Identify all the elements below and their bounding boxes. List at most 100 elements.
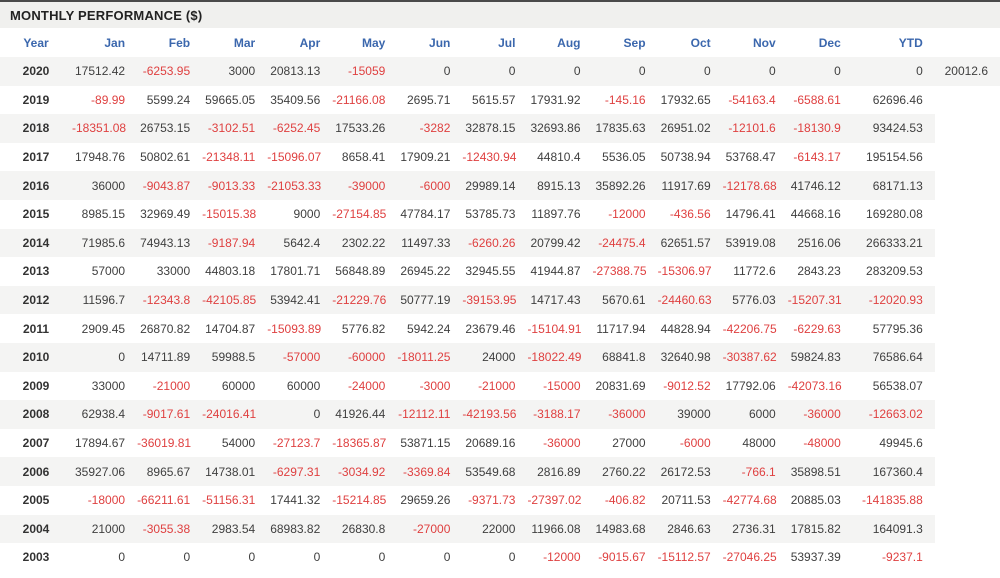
value-cell: 22000 (482, 521, 516, 536)
value-cell: -42206.75 (722, 321, 777, 336)
value-cell: 59665.05 (205, 92, 256, 107)
value-cell: 53768.47 (725, 150, 776, 165)
value-cell: 20885.03 (790, 493, 841, 508)
year-cell: 2016 (22, 178, 50, 193)
value-cell: 3000 (228, 64, 256, 79)
value-cell: -57000 (282, 350, 321, 365)
value-cell: 2909.45 (81, 321, 126, 336)
year-cell: 2018 (22, 121, 50, 136)
value-cell: -48000 (803, 436, 841, 451)
value-cell: -3188.17 (533, 407, 581, 422)
value-cell: 8985.15 (81, 207, 126, 222)
value-cell: 32878.15 (465, 121, 516, 136)
table-row: 2006 35927.06 8965.67 14738.01 -6297.31 -3034… (0, 457, 1000, 486)
column-header-jun: Jun (429, 35, 451, 50)
value-cell: -54163.4 (728, 92, 776, 107)
value-cell: -21000 (478, 378, 516, 393)
value-cell: 195154.56 (866, 150, 923, 165)
year-cell: 2010 (22, 350, 50, 365)
value-cell: 54000 (221, 436, 256, 451)
value-cell: -36000 (803, 407, 841, 422)
value-cell: 14717.43 (530, 293, 581, 308)
value-cell: 20813.13 (270, 64, 321, 79)
page-title: MONTHLY PERFORMANCE ($) (0, 0, 1000, 28)
value-cell: -60000 (347, 350, 386, 365)
value-cell: 11772.6 (733, 264, 776, 279)
value-cell: 0 (703, 64, 711, 79)
value-cell: -18351.08 (72, 121, 127, 136)
value-cell: 17533.26 (335, 121, 386, 136)
column-header-nov: Nov (753, 35, 776, 50)
column-header-year: Year (23, 35, 49, 50)
value-cell: -21229.76 (332, 293, 387, 308)
value-cell: -3102.51 (207, 121, 256, 136)
value-cell: -42105.85 (202, 293, 257, 308)
value-cell: -12020.93 (868, 293, 923, 308)
value-cell: -21348.11 (202, 150, 256, 165)
value-cell: 53785.73 (465, 207, 516, 222)
value-cell: 266333.21 (866, 235, 923, 250)
value-cell: 20711.53 (661, 493, 711, 508)
value-cell: 8915.13 (537, 178, 581, 193)
value-cell: 5776.03 (732, 293, 776, 308)
value-cell: 2695.71 (406, 92, 451, 107)
table-row: 2009 33000 -21000 60000 60000 -24000 -3000 -210… (0, 371, 1000, 401)
table-row: 2008 62938.4 -9017.61 -24016.41 0 41926.44 -12… (0, 400, 1000, 429)
value-cell: 50777.19 (400, 293, 451, 308)
value-cell: -27397.02 (527, 493, 582, 508)
value-cell: 167360.4 (872, 464, 923, 479)
value-cell: -66211.61 (137, 493, 191, 508)
value-cell: 17932.65 (660, 92, 711, 107)
value-cell: 60000 (286, 378, 321, 393)
value-cell: -3282 (419, 121, 451, 136)
value-cell: 35892.26 (595, 178, 646, 193)
value-cell: 17931.92 (530, 92, 581, 107)
value-cell: 5599.24 (146, 92, 191, 107)
value-cell: 32693.86 (530, 121, 581, 136)
value-cell: 0 (378, 550, 386, 565)
value-cell: 29989.14 (465, 178, 516, 193)
value-cell: -6588.61 (793, 92, 841, 107)
value-cell: 5776.82 (341, 321, 386, 336)
value-cell: -9043.87 (142, 178, 191, 193)
value-cell: -12000 (543, 550, 581, 565)
value-cell: -24016.41 (202, 407, 257, 422)
table-row: 2003 0 0 0 0 0 0 0 -12000 -9015.67 -15112.57 -27046… (0, 543, 1000, 572)
value-cell: -141835.88 (862, 493, 923, 508)
table-row: 2013 57000 33000 44803.18 17801.71 56848.89 26… (0, 257, 1000, 286)
value-cell: -27388.75 (592, 264, 647, 279)
value-cell: -21166.08 (332, 92, 386, 107)
monthly-performance-table: Year Jan Feb Mar Apr May Jun Jul Aug Sep Oct Nov Dec… (0, 28, 1000, 572)
value-cell: 14983.68 (595, 521, 646, 536)
value-cell: 68983.82 (270, 521, 321, 536)
value-cell: 56848.89 (335, 264, 386, 279)
value-cell: -9012.52 (663, 378, 711, 393)
value-cell: -27123.7 (272, 436, 321, 451)
value-cell: 8965.67 (146, 464, 191, 479)
value-cell: 0 (638, 64, 646, 79)
year-cell: 2006 (22, 464, 50, 479)
column-header-feb: Feb (168, 35, 191, 50)
value-cell: 14796.41 (725, 207, 776, 222)
value-cell: 0 (443, 550, 451, 565)
value-cell: 35409.56 (270, 92, 321, 107)
value-cell: -9017.61 (142, 407, 191, 422)
value-cell: 57795.36 (872, 321, 923, 336)
value-cell: 17815.82 (790, 521, 841, 536)
value-cell: -12663.02 (868, 407, 923, 422)
value-cell: 5615.57 (472, 92, 516, 107)
value-cell: -6252.45 (272, 121, 321, 136)
value-cell: -27000 (413, 521, 451, 536)
value-cell: -36000 (543, 436, 581, 451)
value-cell: -12430.94 (462, 150, 517, 165)
value-cell: 32640.98 (660, 350, 711, 365)
column-header-jul: Jul (498, 35, 516, 50)
value-cell: -42073.16 (787, 378, 842, 393)
year-cell: 2011 (22, 321, 50, 336)
year-cell: 2005 (22, 493, 50, 508)
value-cell: 33000 (91, 378, 126, 393)
value-cell: 0 (769, 64, 776, 79)
value-cell: 44810.4 (537, 150, 581, 165)
value-cell: 2846.63 (667, 521, 711, 536)
